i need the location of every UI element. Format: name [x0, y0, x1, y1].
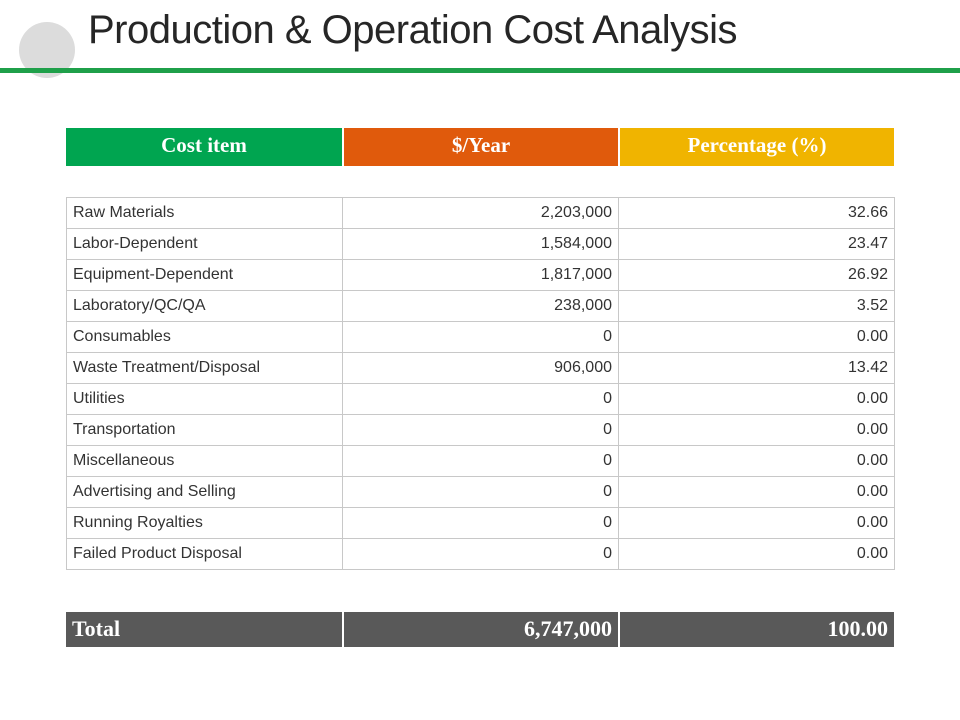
percentage-cell: 3.52 [618, 290, 895, 322]
per-year-cell: 238,000 [342, 290, 619, 322]
cost-item-cell: Laboratory/QC/QA [66, 290, 343, 322]
total-label: Total [72, 616, 121, 641]
table-header: Cost item $/Year Percentage (%) [66, 128, 894, 166]
table-row: Transportation 0 0.00 [66, 414, 895, 446]
percentage-cell: 0.00 [618, 383, 895, 415]
header-percentage: Percentage (%) [618, 128, 894, 166]
cost-item-cell: Failed Product Disposal [66, 538, 343, 570]
percentage-cell: 0.00 [618, 538, 895, 570]
cost-item-cell: Consumables [66, 321, 343, 353]
cost-item-cell: Miscellaneous [66, 445, 343, 477]
cost-item-cell: Running Royalties [66, 507, 343, 539]
per-year-cell: 0 [342, 538, 619, 570]
per-year-cell: 906,000 [342, 352, 619, 384]
title-divider [0, 68, 960, 73]
percentage-cell: 0.00 [618, 476, 895, 508]
cost-item-cell: Utilities [66, 383, 343, 415]
header-cost-item: Cost item [66, 128, 342, 166]
table-row: Raw Materials 2,203,000 32.66 [66, 197, 895, 229]
per-year-cell: 0 [342, 476, 619, 508]
percentage-cell: 0.00 [618, 445, 895, 477]
cost-item-cell: Transportation [66, 414, 343, 446]
table-row: Miscellaneous 0 0.00 [66, 445, 895, 477]
percentage-cell: 0.00 [618, 414, 895, 446]
cost-table-body: Raw Materials 2,203,000 32.66 Labor-Depende… [66, 197, 895, 570]
cost-table: Raw Materials 2,203,000 32.66 Labor-Depende… [66, 197, 895, 570]
table-row: Failed Product Disposal 0 0.00 [66, 538, 895, 570]
cost-item-cell: Equipment-Dependent [66, 259, 343, 291]
per-year-cell: 0 [342, 321, 619, 353]
per-year-cell: 1,584,000 [342, 228, 619, 260]
per-year-cell: 1,817,000 [342, 259, 619, 291]
cost-item-cell: Waste Treatment/Disposal [66, 352, 343, 384]
cost-item-cell: Labor-Dependent [66, 228, 343, 260]
table-row: Labor-Dependent 1,584,000 23.47 [66, 228, 895, 260]
percentage-cell: 26.92 [618, 259, 895, 291]
percentage-cell: 32.66 [618, 197, 895, 229]
percentage-cell: 0.00 [618, 321, 895, 353]
table-row: Consumables 0 0.00 [66, 321, 895, 353]
header-per-year: $/Year [342, 128, 618, 166]
table-row: Waste Treatment/Disposal 906,000 13.42 [66, 352, 895, 384]
total-per-year: 6,747,000 [342, 612, 618, 647]
table-row: Running Royalties 0 0.00 [66, 507, 895, 539]
table-row: Advertising and Selling 0 0.00 [66, 476, 895, 508]
per-year-cell: 0 [342, 507, 619, 539]
per-year-cell: 0 [342, 414, 619, 446]
percentage-cell: 13.42 [618, 352, 895, 384]
table-row: Laboratory/QC/QA 238,000 3.52 [66, 290, 895, 322]
per-year-cell: 0 [342, 383, 619, 415]
total-percentage: 100.00 [618, 612, 894, 647]
per-year-cell: 0 [342, 445, 619, 477]
table-row: Utilities 0 0.00 [66, 383, 895, 415]
per-year-cell: 2,203,000 [342, 197, 619, 229]
percentage-cell: 0.00 [618, 507, 895, 539]
total-row: Total 6,747,000 100.00 [66, 612, 894, 647]
page-title: Production & Operation Cost Analysis [88, 8, 738, 52]
cost-item-cell: Raw Materials [66, 197, 343, 229]
percentage-cell: 23.47 [618, 228, 895, 260]
table-row: Equipment-Dependent 1,817,000 26.92 [66, 259, 895, 291]
cost-item-cell: Advertising and Selling [66, 476, 343, 508]
